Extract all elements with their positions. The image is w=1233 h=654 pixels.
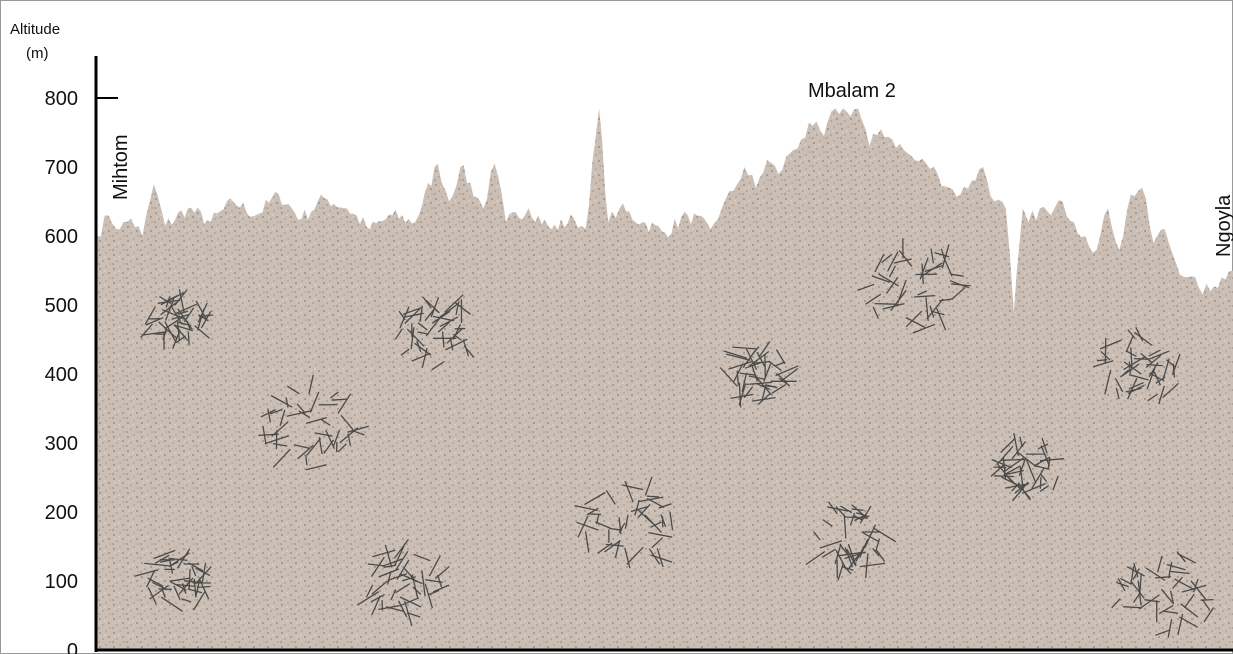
y-tick-label-800: 800: [45, 88, 78, 110]
terrain-profile: [97, 108, 1233, 650]
forest-patch: [258, 374, 369, 471]
y-tick-label-100: 100: [45, 571, 78, 593]
forest-patch: [990, 432, 1065, 502]
forest-patch: [574, 476, 674, 569]
y-tick-label-700: 700: [45, 157, 78, 179]
forest-patch: [805, 501, 897, 581]
y-tick-label-200: 200: [45, 502, 78, 524]
forest-patch: [1092, 326, 1181, 405]
forest-patch: [719, 341, 799, 408]
forest-patch: [134, 548, 212, 612]
y-tick-label-0: 0: [67, 640, 78, 654]
y-tick-label-400: 400: [45, 364, 78, 386]
y-tick-label-300: 300: [45, 433, 78, 455]
y-axis-title-line2: (m): [26, 45, 49, 62]
place-label-right: Ngoyla: [1213, 194, 1233, 257]
place-label-peak: Mbalam 2: [808, 80, 896, 102]
place-label-left: Mihtom: [110, 134, 132, 200]
y-axis-title-line1: Altitude: [10, 21, 60, 38]
y-tick-label-600: 600: [45, 226, 78, 248]
forest-patch: [140, 289, 214, 350]
y-tick-labels: 0 100 200 300 400 500 600 700 800: [45, 88, 78, 654]
forest-patch: [356, 538, 450, 626]
forest-patch: [857, 238, 971, 334]
forest-patches: [134, 238, 1215, 638]
forest-patch: [394, 294, 475, 371]
forest-patch: [1111, 551, 1215, 638]
y-tick-label-500: 500: [45, 295, 78, 317]
